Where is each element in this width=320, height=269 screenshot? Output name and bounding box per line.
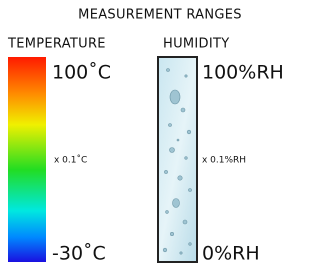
- panel-label: TEMPERATURE: [7, 37, 106, 52]
- min-label: 0%RH: [202, 243, 260, 265]
- title: MEASUREMENT RANGES: [78, 8, 242, 23]
- humidity-bar: [158, 57, 197, 262]
- resolution-label: x 0.1%RH: [202, 156, 246, 166]
- resolution-label: x 0.1˚C: [54, 155, 87, 166]
- temperature-bar: [8, 57, 46, 262]
- max-label: 100%RH: [202, 62, 284, 84]
- panel-label: HUMIDITY: [163, 37, 229, 52]
- measurement-ranges: MEASUREMENT RANGES TEMPERATURE 100˚C x 0…: [0, 0, 291, 269]
- max-label: 100˚C: [52, 62, 111, 84]
- min-label: -30˚C: [52, 243, 106, 265]
